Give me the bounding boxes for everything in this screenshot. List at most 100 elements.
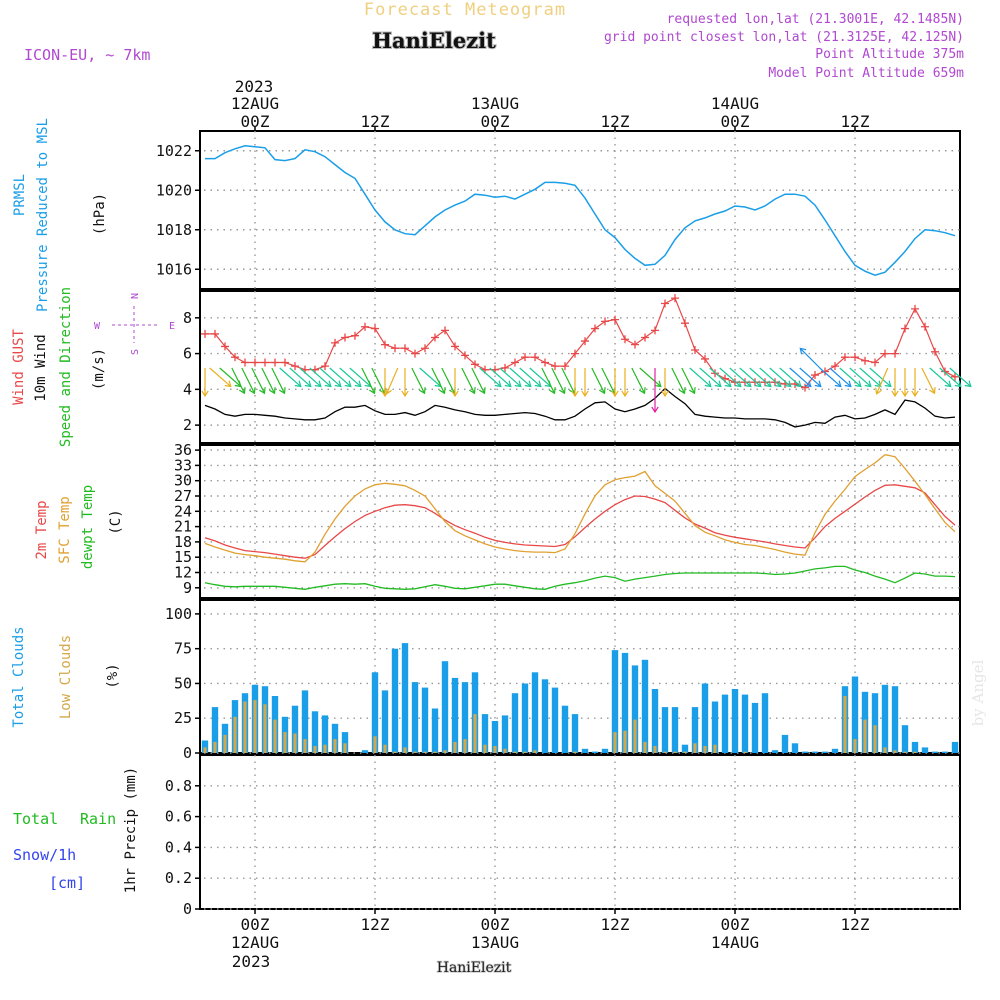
wind-arrow-head	[224, 380, 232, 388]
gust-marker	[551, 362, 559, 371]
total-clouds-bar	[631, 665, 639, 753]
wind-arrow	[231, 367, 245, 394]
gust-marker	[371, 324, 379, 333]
total-clouds-bar	[871, 693, 879, 753]
ytick-label: 33	[174, 456, 192, 474]
compass-west: W	[94, 321, 101, 332]
total-clouds-bar	[431, 708, 439, 753]
ytick-label: 30	[174, 472, 192, 490]
low-clouds-bar	[693, 743, 697, 753]
ytick-label: 36	[174, 441, 192, 459]
ytick-label: 1018	[156, 221, 192, 239]
wind-arrow-head	[654, 380, 662, 388]
wind-arrow-head	[875, 387, 882, 395]
wind-arrow-head	[385, 387, 392, 395]
temp-sfc-line	[204, 454, 956, 563]
wind-arrow-head	[964, 380, 972, 388]
total-clouds-bar	[551, 687, 559, 753]
wind-arrow-head	[504, 380, 512, 388]
total-clouds-bar	[571, 714, 579, 753]
wind-10m-label: 10m Wind	[33, 334, 49, 401]
wind-arrow-head	[324, 380, 332, 388]
total-clouds-bar	[821, 751, 829, 753]
wind-arrow-head	[854, 380, 862, 388]
total-clouds-bar	[401, 643, 409, 753]
gust-marker	[801, 383, 809, 392]
gust-marker	[521, 353, 529, 362]
gust-marker	[641, 333, 649, 342]
total-rain-label-rain: Rain	[80, 810, 116, 828]
total-clouds-bar	[291, 705, 299, 753]
temp-dewpt-label: dewpt Temp	[80, 485, 96, 569]
gust-marker	[941, 367, 949, 376]
gust-marker	[871, 358, 879, 367]
total-clouds-bar	[341, 732, 349, 753]
wind-arrow	[631, 367, 645, 394]
low-clouds-bar	[283, 732, 287, 753]
gust-marker	[291, 362, 299, 371]
gust-marker	[701, 354, 709, 363]
low-clouds-bar	[663, 751, 667, 753]
low-clouds-bar	[493, 746, 497, 753]
low-clouds-bar	[913, 751, 917, 753]
gust-marker	[601, 317, 609, 326]
wind-arrow-head	[201, 390, 209, 398]
ytick-label: 15	[174, 548, 192, 566]
ytick-label: 0.4	[165, 838, 192, 856]
requested-coords: requested lon,lat (21.3001E, 42.1485N)	[667, 12, 964, 27]
model-altitude: Model Point Altitude 659m	[768, 66, 964, 81]
gust-marker	[401, 344, 409, 353]
wind-arrow	[441, 367, 455, 394]
top-xtick-label: 00Z	[721, 112, 750, 131]
wind-arrow-head	[548, 387, 556, 395]
total-clouds-bar	[781, 734, 789, 753]
wind-arrow	[411, 367, 425, 394]
wind-arrow	[541, 367, 555, 394]
total-clouds-bar	[541, 679, 549, 753]
total-rain-label-total: Total	[13, 810, 58, 828]
wind-arrow	[309, 367, 332, 387]
gust-marker	[581, 337, 589, 346]
total-clouds-bar	[381, 690, 389, 753]
ytick-label: 0	[183, 900, 192, 918]
total-clouds-bar	[791, 743, 799, 753]
total-clouds-bar	[361, 750, 369, 753]
temp-dewpt-line	[204, 565, 956, 590]
total-clouds-bar	[201, 740, 209, 753]
low-clouds-bar	[203, 747, 207, 753]
gust-marker	[921, 322, 929, 331]
wind-arrow	[561, 367, 575, 394]
total-clouds-bar	[951, 741, 959, 753]
gust-marker	[391, 344, 399, 353]
gust-marker	[891, 349, 899, 358]
low-clouds-label: Low Clouds	[58, 635, 74, 719]
total-clouds-bar	[621, 652, 629, 753]
wind-arrow	[591, 367, 605, 394]
wind-arrow-head	[804, 380, 812, 388]
gust-marker	[351, 331, 359, 340]
gust-marker	[431, 333, 439, 342]
wind-arrow	[319, 367, 342, 387]
low-clouds-bar	[443, 750, 447, 753]
wind-arrow	[601, 367, 615, 394]
precip-unit: 1hr Precip (mm)	[123, 767, 139, 893]
wind-arrow-head	[814, 380, 822, 388]
wind-10m-line	[204, 387, 956, 428]
wind-arrow-head	[799, 347, 807, 355]
bottom-xtick-label: 00Z	[241, 915, 270, 934]
low-clouds-bar	[713, 744, 717, 753]
wind-arrow	[209, 367, 232, 387]
total-clouds-bar	[451, 677, 459, 753]
low-clouds-bar	[223, 734, 227, 753]
gust-marker	[931, 347, 939, 356]
point-altitude: Point Altitude 375m	[815, 47, 964, 62]
ytick-label: 0.2	[165, 869, 192, 887]
total-clouds-bar	[851, 676, 859, 753]
gust-marker	[441, 326, 449, 335]
wind-arrow-head	[248, 387, 256, 395]
wind-arrow	[829, 367, 852, 387]
total-clouds-bar	[591, 751, 599, 753]
wind-arrow	[921, 367, 935, 394]
ytick-label: 9	[183, 579, 192, 597]
